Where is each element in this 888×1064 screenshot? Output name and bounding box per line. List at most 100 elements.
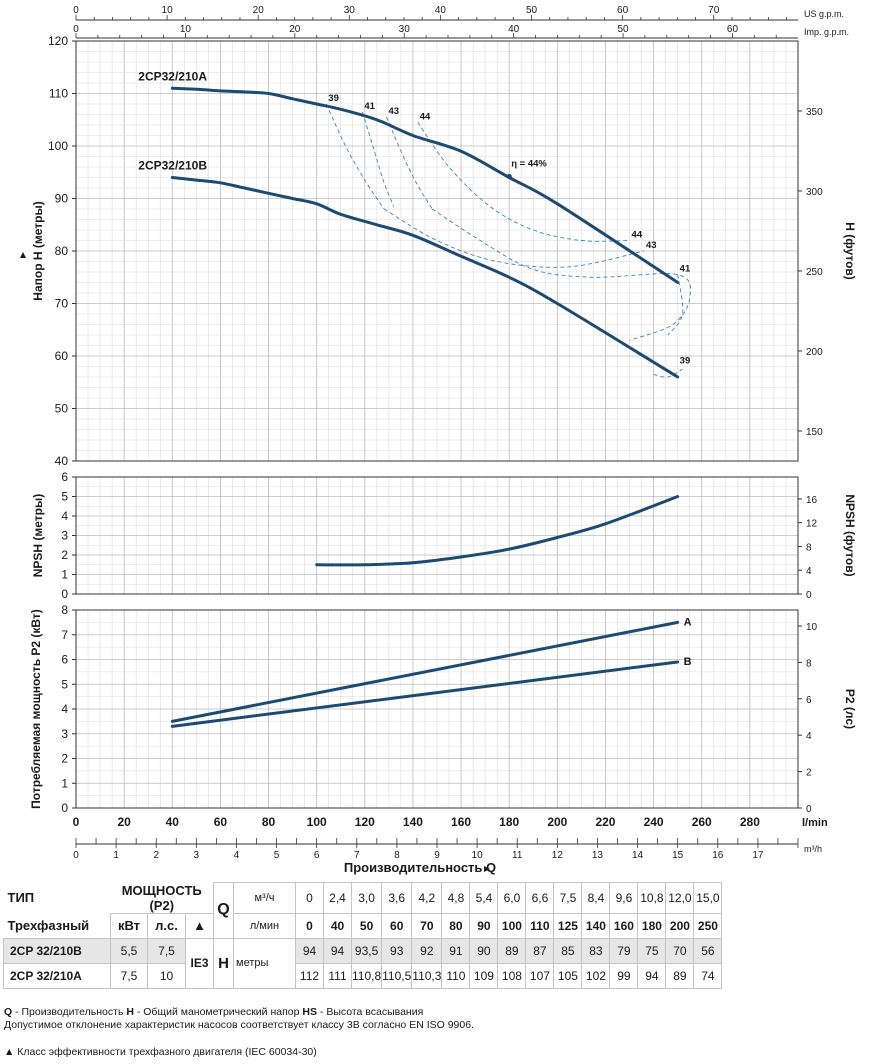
lmin-tick-label: 180 — [499, 815, 519, 829]
m3h-tick-label: 4 — [234, 850, 240, 861]
kw-cell: 5,5 — [110, 937, 148, 964]
efficiency-line — [361, 111, 395, 207]
h-cell: 85 — [553, 937, 583, 964]
imp-tick-label: 30 — [399, 24, 411, 35]
power-y-tick-label: 8 — [61, 603, 68, 617]
top-axes: 0 10 20 30 40 50 60 70 US g.p.m. 0 10 20 30 40 50 60 Imp… — [73, 5, 849, 39]
q-m3h-cell: 9,6 — [609, 882, 639, 914]
us-tick-label: 20 — [253, 5, 265, 16]
npsh-y-tick-label: 6 — [61, 470, 68, 484]
efficiency-line — [383, 208, 645, 268]
legend-notes: Q - Производительность H - Общий маномет… — [4, 1006, 474, 1032]
power-ylabel: Потребляемая мощность P2 (кВт) — [29, 609, 43, 809]
efficiency-label: η = 44% — [511, 159, 547, 170]
q-lmin-cell: 50 — [350, 912, 383, 939]
power-panel: 0 1 2 3 4 5 6 7 8 0 2 4 6 8 10 Потребляемая мощность P2… — [29, 603, 857, 815]
q-m3h-cell: 3,6 — [381, 882, 413, 914]
m3h-tick-label: 3 — [194, 850, 200, 861]
power-yr-tick-label: 6 — [806, 695, 812, 706]
power-yr-tick-label: 8 — [806, 658, 812, 669]
power-y-tick-label: 7 — [61, 628, 68, 642]
npsh-y-tick-label: 3 — [61, 529, 68, 543]
q-lmin-cell: 140 — [581, 912, 611, 939]
q-lmin-cell: 200 — [665, 912, 695, 939]
m3h-tick-label: 10 — [472, 850, 484, 861]
h-cell: 89 — [497, 937, 527, 964]
us-tick-label: 30 — [344, 5, 356, 16]
head-y-tick-label: 110 — [49, 87, 68, 101]
h-cell: 94 — [323, 937, 352, 964]
q-m3h-cell: 6,6 — [525, 882, 555, 914]
m3h-tick-label: 7 — [354, 850, 360, 861]
h-cell: 92 — [411, 937, 443, 964]
efficiency-line — [653, 368, 683, 378]
npsh-y-tick-label: 2 — [61, 548, 68, 562]
h-cell: 94 — [637, 962, 667, 989]
lmin-tick-label: 240 — [644, 815, 664, 829]
us-tick-label: 50 — [526, 5, 538, 16]
imp-tick-label: 10 — [180, 24, 192, 35]
h-cell: 105 — [553, 962, 583, 989]
lmin-tick-label: 280 — [740, 815, 760, 829]
m3h-tick-label: 5 — [274, 850, 280, 861]
power-yr-tick-label: 4 — [806, 731, 812, 742]
lmin-tick-label: 220 — [595, 815, 615, 829]
h-cell: 83 — [581, 937, 611, 964]
note-ie-class: ▲ Класс эффективности трехфазного двигат… — [4, 1046, 317, 1058]
h-cell: 102 — [581, 962, 611, 989]
x-axis-title: Производительность Q — [344, 860, 496, 875]
q-lmin-cell: 60 — [381, 912, 413, 939]
hp-cell: 10 — [147, 962, 186, 989]
head-curve-2CP32/210B — [170, 176, 680, 379]
head-yr-tick-label: 300 — [806, 187, 823, 198]
lmin-tick-label: 260 — [692, 815, 712, 829]
q-m3h-cell: 4,2 — [411, 882, 443, 914]
npsh-y-tick-label: 1 — [61, 568, 68, 582]
power-curve-B — [170, 660, 680, 728]
note-h-text: - Общий манометрический напор — [133, 1006, 303, 1018]
h-cell: 93 — [381, 937, 413, 964]
ie-class-header: ▲ — [185, 912, 214, 939]
h-cell: 93,5 — [350, 937, 383, 964]
ie-class-cell: IE3 — [185, 937, 214, 989]
imp-tick-label: 20 — [289, 24, 301, 35]
h-cell: 87 — [525, 937, 555, 964]
head-y-tick-label: 50 — [55, 402, 69, 416]
m3h-tick-label: 17 — [752, 850, 764, 861]
efficiency-label: 44 — [420, 111, 431, 122]
h-label: H — [213, 937, 234, 989]
q-m3h-cell: 2,4 — [323, 882, 352, 914]
power-yr-tick-label: 0 — [806, 804, 812, 815]
power-header: МОЩНОСТЬ (P2) — [121, 882, 202, 913]
efficiency-line — [325, 103, 385, 210]
kw-header: кВт — [110, 912, 148, 939]
q-m3h-cell: 12,0 — [665, 882, 695, 914]
h-cell: 110,3 — [411, 962, 443, 989]
power-curve-A — [170, 620, 680, 723]
h-cell: 99 — [609, 962, 639, 989]
head-yr-tick-label: 350 — [806, 107, 823, 118]
imp-tick-label: 40 — [508, 24, 520, 35]
q-lmin-cell: 100 — [497, 912, 527, 939]
note-q-text: - Производительность — [12, 1006, 127, 1018]
npsh-ylabel-right: NPSH (футов) — [843, 494, 857, 576]
h-cell: 89 — [665, 962, 695, 989]
lmin-tick-label: 200 — [547, 815, 567, 829]
npsh-yr-tick-label: 0 — [806, 590, 812, 601]
power-y-tick-label: 2 — [61, 752, 68, 766]
lmin-tick-label: 100 — [307, 815, 327, 829]
efficiency-label: 41 — [364, 101, 375, 112]
lmin-tick-label: 80 — [262, 815, 276, 829]
h-cell: 109 — [469, 962, 499, 989]
q-m3h-cell: 3,0 — [350, 882, 383, 914]
head-series-label: 2CP32/210B — [138, 159, 207, 173]
efficiency-label: 44 — [632, 230, 643, 241]
q-lmin-cell: 90 — [469, 912, 499, 939]
us-tick-label: 10 — [162, 5, 174, 16]
head-yr-tick-label: 250 — [806, 267, 823, 278]
note-h: H — [126, 1006, 134, 1018]
us-tick-label: 40 — [435, 5, 447, 16]
h-cell: 56 — [693, 937, 723, 964]
q-lmin-cell: 0 — [295, 912, 324, 939]
